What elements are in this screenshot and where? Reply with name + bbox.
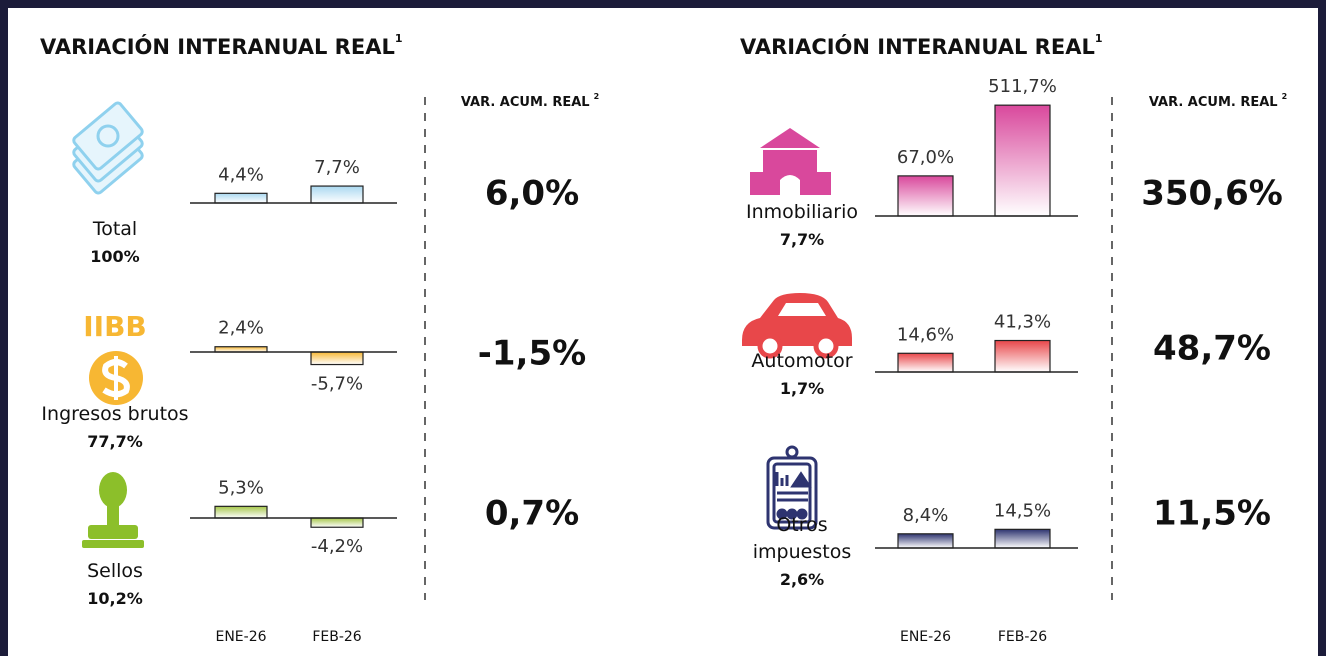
- bar: [897, 352, 954, 373]
- value-label: 4,4%: [218, 164, 264, 185]
- panel-title: VARIACIÓN INTERANUAL REAL1: [40, 32, 403, 59]
- row-label: Automotor 1,7%: [737, 348, 867, 402]
- acum-header: VAR. ACUM. REAL 2: [1149, 92, 1287, 110]
- x-label: FEB-26: [998, 629, 1047, 645]
- acum-value: 6,0%: [485, 174, 579, 214]
- x-label: ENE-26: [215, 629, 266, 645]
- panel-title: VARIACIÓN INTERANUAL REAL1: [740, 32, 1103, 59]
- acum-value: 48,7%: [1153, 329, 1271, 369]
- row-label: Total 100%: [20, 216, 210, 270]
- bar: [214, 346, 268, 353]
- house-icon: [750, 128, 831, 195]
- icon-text: IIBB: [83, 310, 147, 343]
- row-name: Total: [92, 218, 138, 240]
- title-text: VARIACIÓN INTERANUAL REAL: [740, 34, 1095, 59]
- acum-header-text: VAR. ACUM. REAL: [461, 95, 590, 110]
- value-label: 14,6%: [897, 324, 954, 345]
- value-label: 67,0%: [897, 147, 954, 168]
- value-label: 2,4%: [218, 318, 264, 339]
- row-share: 7,7%: [779, 230, 825, 249]
- acum-value: 11,5%: [1153, 494, 1271, 534]
- acum-header-text: VAR. ACUM. REAL: [1149, 95, 1278, 110]
- title-text: VARIACIÓN INTERANUAL REAL: [40, 34, 395, 59]
- value-label: 5,3%: [218, 477, 264, 498]
- value-label: 8,4%: [903, 505, 949, 526]
- row-name: Sellos: [87, 560, 143, 582]
- row-name: Otros impuestos: [752, 514, 852, 563]
- title-sup: 1: [1095, 32, 1103, 45]
- bar: [310, 517, 364, 528]
- acum-value: 0,7%: [485, 494, 579, 534]
- value-label: -4,2%: [311, 536, 363, 557]
- row-name: Inmobiliario: [745, 201, 859, 223]
- row-label: Inmobiliario 7,7%: [737, 199, 867, 253]
- bar: [994, 528, 1051, 549]
- row-label: Otros impuestos 2,6%: [737, 512, 867, 593]
- value-label: 7,7%: [314, 157, 360, 178]
- bar: [897, 175, 954, 217]
- bar: [310, 185, 364, 204]
- bar: [214, 192, 268, 204]
- bar: [214, 505, 268, 519]
- row-share: 77,7%: [87, 432, 143, 451]
- row-name: Automotor: [751, 350, 853, 372]
- car-icon: [742, 293, 852, 359]
- row-share: 2,6%: [779, 570, 825, 589]
- bar: [310, 351, 364, 366]
- value-label: 511,7%: [988, 76, 1057, 97]
- acum-header: VAR. ACUM. REAL 2: [461, 92, 599, 110]
- row-share: 1,7%: [779, 379, 825, 398]
- value-label: -5,7%: [311, 374, 363, 395]
- title-sup: 1: [395, 32, 403, 45]
- money-icon: [72, 101, 144, 195]
- clipboard-icon: [766, 445, 818, 530]
- bar: [897, 533, 954, 549]
- acum-value: -1,5%: [478, 334, 586, 374]
- value-label: 41,3%: [994, 312, 1051, 333]
- acum-value: 350,6%: [1141, 174, 1283, 214]
- value-label: 14,5%: [994, 500, 1051, 521]
- acum-sup: 2: [594, 92, 600, 101]
- coin-icon: [89, 351, 143, 405]
- bar: [994, 339, 1051, 373]
- stamp-icon: [82, 472, 144, 548]
- bar: [994, 104, 1051, 217]
- row-name: Ingresos brutos: [41, 403, 189, 425]
- row-label: Sellos 10,2%: [20, 558, 210, 612]
- row-share: 100%: [90, 247, 140, 266]
- x-label: ENE-26: [900, 629, 951, 645]
- row-share: 10,2%: [87, 589, 143, 608]
- acum-sup: 2: [1282, 92, 1288, 101]
- x-label: FEB-26: [312, 629, 361, 645]
- row-label: Ingresos brutos 77,7%: [20, 401, 210, 455]
